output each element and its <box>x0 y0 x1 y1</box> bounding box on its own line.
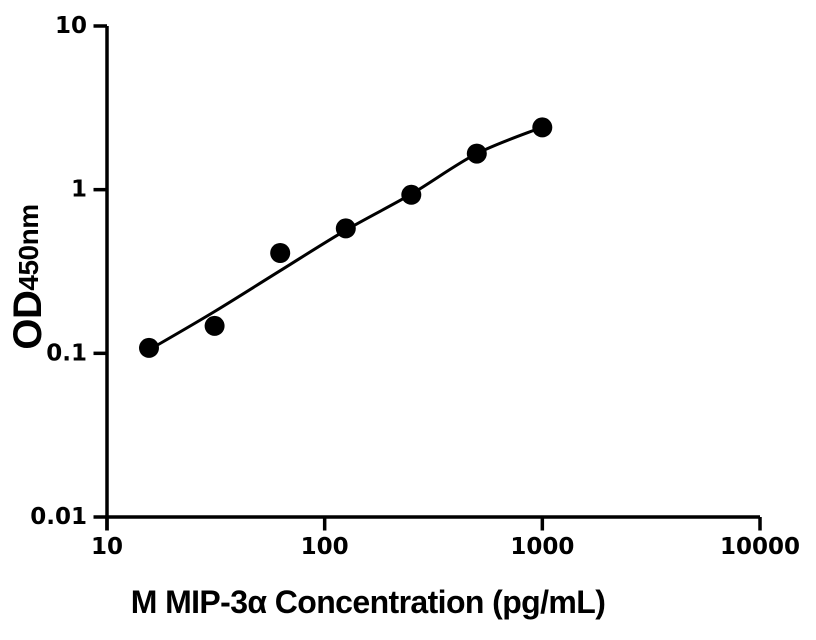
data-point <box>532 117 553 138</box>
series <box>139 117 553 358</box>
y-axis-tick-label: 0.01 <box>30 504 87 530</box>
data-point <box>335 218 356 239</box>
data-point <box>270 243 291 263</box>
x-axis-title-text: M MIP-3α Concentration (pg/mL) <box>130 584 606 620</box>
axes: 10 100 1000 10000 0.01 0.1 1 10 <box>30 13 800 560</box>
data-point <box>466 143 487 164</box>
data-point <box>401 184 422 205</box>
y-axis-title: OD450nm <box>6 204 50 350</box>
x-axis-tick-label: 100 <box>301 534 349 560</box>
x-axis-tick-label: 1000 <box>510 534 574 560</box>
x-axis-title: M MIP-3α Concentration (pg/mL) <box>130 584 606 620</box>
y-axis-tick-label: 1 <box>71 177 87 203</box>
y-axis-title-subscript: 450nm <box>13 204 44 291</box>
x-axis-tick-label: 10000 <box>720 534 800 560</box>
y-axis-tick-label: 10 <box>55 13 87 39</box>
data-point <box>204 315 225 336</box>
data-point <box>139 337 159 358</box>
x-axis-tick-label: 10 <box>91 534 123 560</box>
y-axis-title-main: OD <box>6 290 50 350</box>
y-axis-tick-label: 0.1 <box>46 340 87 366</box>
